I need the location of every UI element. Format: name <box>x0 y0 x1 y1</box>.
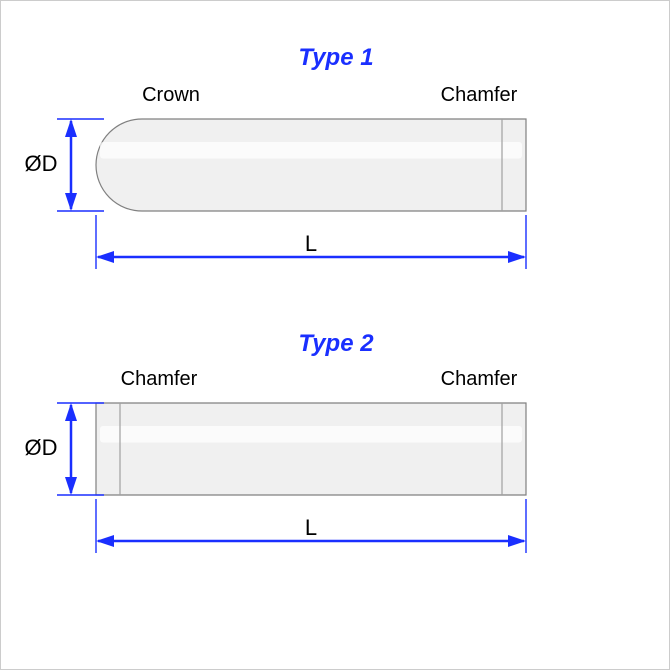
dim-D-label-type1: ØD <box>25 151 58 176</box>
dim-L-label-type1: L <box>305 231 317 256</box>
diagram-container: Type 1 Crown Chamfer ØD L Type 2 Chamfer Chamfe… <box>0 0 670 670</box>
callout-right-type1: Chamfer <box>441 84 518 106</box>
callout-left-type2: Chamfer <box>121 368 198 390</box>
callout-right-type2: Chamfer <box>441 368 518 390</box>
dim-L-label-type2: L <box>305 515 317 540</box>
dim-D-label-type2: ØD <box>25 435 58 460</box>
title-type2: Type 2 <box>298 330 374 357</box>
callout-left-type1: Crown <box>142 84 200 106</box>
pin-body-type2 <box>96 403 526 495</box>
pin-body-type1 <box>96 119 526 211</box>
title-type1: Type 1 <box>298 44 373 71</box>
diagram-svg: Type 1 Crown Chamfer ØD L Type 2 Chamfer Chamfe… <box>1 1 670 671</box>
